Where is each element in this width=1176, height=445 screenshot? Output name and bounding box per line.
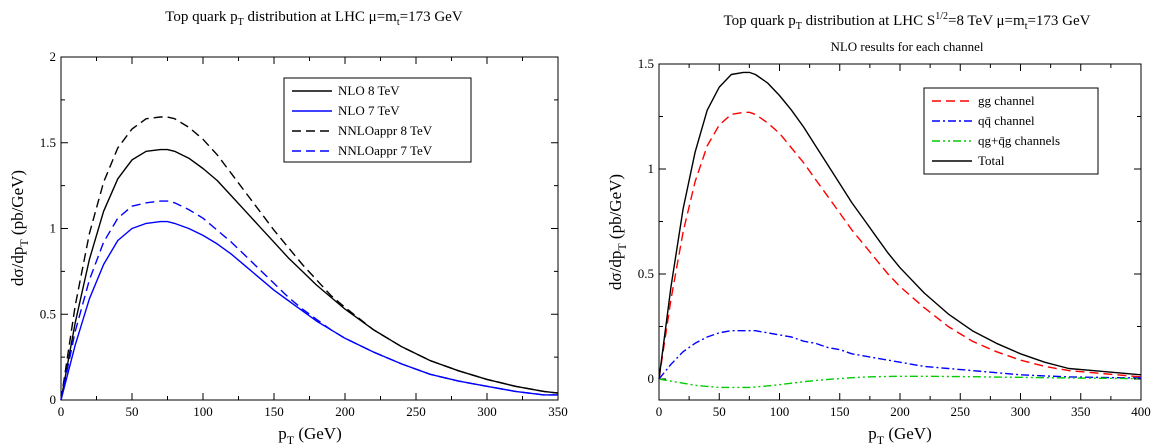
x-tick-label: 300	[1011, 404, 1031, 419]
legend-label: Total	[978, 153, 1005, 168]
x-tick-label: 100	[770, 404, 790, 419]
x-tick-label: 50	[713, 404, 726, 419]
y-tick-label: 1	[50, 221, 57, 236]
series-line-qq-channel	[658, 330, 1142, 380]
x-tick-label: 150	[264, 404, 284, 419]
y-tick-label: 1	[648, 161, 655, 176]
chart-left-x-axis-label: pT (GeV)	[278, 424, 342, 445]
chart-left: Top quark pT distribution at LHC μ=mt=17…	[8, 9, 568, 445]
legend-label: NLO 7 TeV	[338, 103, 400, 118]
chart-left-legend: NLO 8 TeV NLO 7 TeV NNLOappr 8 TeV NNLOappr…	[283, 77, 472, 163]
chart-left-y-axis-label: dσ/dpT (pb/GeV)	[8, 170, 31, 286]
series-line-nnloappr-8-tev	[60, 116, 559, 401]
x-tick-label: 400	[1131, 404, 1151, 419]
chart-right: Top quark pT distribution at LHC S1/2=8 …	[606, 11, 1151, 445]
chart-left-y-ticks: 0 0.5 1 1.5 2	[40, 49, 558, 407]
chart-right-series	[658, 71, 1142, 389]
series-line-nlo-7-tev	[60, 220, 558, 401]
y-tick-label: 0.5	[638, 266, 654, 281]
chart-right-legend: gg channel qq̄ channel qg+q̄g channels Tota…	[923, 87, 1099, 175]
x-tick-label: 350	[548, 404, 568, 419]
legend-label: qg+q̄g channels	[978, 133, 1060, 148]
y-tick-label: 0	[50, 392, 57, 407]
legend-label: NNLOappr 8 TeV	[338, 123, 433, 138]
legend-label: qq̄ channel	[978, 113, 1035, 128]
series-line-qg-q-g-channels	[658, 375, 1142, 389]
legend-label: gg channel	[978, 93, 1035, 108]
x-tick-label: 50	[126, 404, 139, 419]
y-tick-label: 1.5	[40, 135, 56, 150]
x-tick-label: 0	[656, 404, 663, 419]
chart-right-title: Top quark pT distribution at LHC S1/2=8 …	[723, 11, 1090, 32]
chart-left-series	[60, 116, 559, 401]
x-tick-label: 0	[58, 404, 65, 419]
chart-right-y-ticks: 0 0.5 1 1.5	[638, 56, 1141, 386]
chart-right-legend-box	[923, 87, 1099, 175]
y-tick-label: 0.5	[40, 306, 56, 321]
series-line-total	[658, 71, 1142, 380]
x-tick-label: 250	[951, 404, 971, 419]
x-tick-label: 200	[890, 404, 910, 419]
x-tick-label: 200	[335, 404, 355, 419]
y-tick-label: 1.5	[638, 56, 654, 71]
series-line-nlo-8-tev	[60, 148, 559, 401]
x-tick-label: 150	[830, 404, 850, 419]
series-line-nnloappr-7-tev	[60, 200, 558, 401]
chart-right-x-axis-label: pT (GeV)	[868, 424, 932, 445]
chart-left-title: Top quark pT distribution at LHC μ=mt=17…	[165, 9, 463, 28]
legend-label: NLO 8 TeV	[338, 83, 400, 98]
x-tick-label: 300	[477, 404, 497, 419]
chart-left-legend-box	[283, 77, 472, 163]
y-tick-label: 2	[50, 49, 57, 64]
chart-right-subtitle: NLO results for each channel	[830, 39, 983, 54]
x-tick-label: 100	[193, 404, 213, 419]
y-tick-label: 0	[648, 371, 655, 386]
x-tick-label: 250	[406, 404, 426, 419]
series-line-gg-channel	[658, 111, 1142, 380]
chart-left-x-ticks: 0 50 100 150 200 250 300 350	[58, 57, 568, 419]
x-tick-label: 350	[1071, 404, 1091, 419]
chart-right-x-ticks: 0 50 100 150 200 250 300 350 400	[656, 64, 1151, 419]
chart-right-y-axis-label: dσ/dpT (pb/GeV)	[606, 174, 629, 290]
legend-label: NNLOappr 7 TeV	[338, 143, 433, 158]
